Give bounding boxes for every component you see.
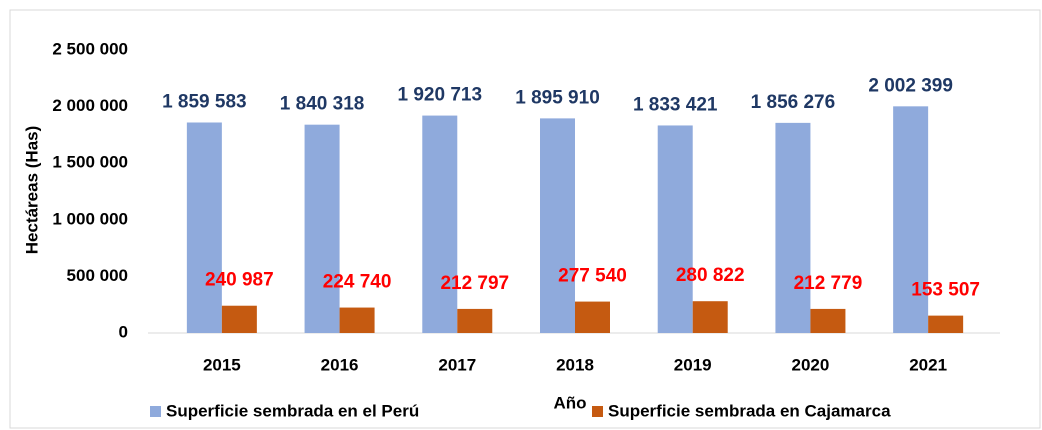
y-tick-label: 500 000 bbox=[67, 266, 128, 285]
data-label: 280 822 bbox=[676, 265, 745, 286]
data-label: 1 920 713 bbox=[398, 85, 483, 106]
x-tick-label: 2018 bbox=[556, 355, 594, 374]
x-tick-label: 2020 bbox=[792, 355, 830, 374]
bar bbox=[540, 118, 575, 333]
data-label: 212 779 bbox=[794, 273, 863, 294]
x-tick-label: 2019 bbox=[674, 355, 712, 374]
bar bbox=[575, 301, 610, 333]
data-label: 1 859 583 bbox=[162, 92, 247, 113]
x-tick-label: 2021 bbox=[909, 355, 947, 374]
legend-swatch bbox=[592, 406, 603, 417]
y-tick-label: 1 000 000 bbox=[52, 209, 128, 228]
data-label: 224 740 bbox=[323, 272, 392, 293]
bar bbox=[928, 315, 964, 333]
bar bbox=[893, 106, 929, 333]
legend-label: Superficie sembrada en el Perú bbox=[166, 401, 419, 420]
bar bbox=[304, 124, 340, 334]
data-label: 153 507 bbox=[911, 280, 980, 301]
data-label: 1 895 910 bbox=[515, 87, 600, 108]
data-label: 2 002 399 bbox=[868, 75, 953, 96]
legend-swatch bbox=[150, 406, 161, 417]
bar bbox=[186, 122, 222, 333]
data-label: 1 833 421 bbox=[633, 94, 718, 115]
bar bbox=[221, 305, 257, 333]
y-tick-label: 1 500 000 bbox=[52, 153, 128, 172]
bar bbox=[457, 308, 493, 333]
chart-frame bbox=[9, 9, 1041, 429]
y-tick-label: 2 000 000 bbox=[52, 96, 128, 115]
y-tick-label: 0 bbox=[119, 322, 128, 341]
data-label: 212 797 bbox=[440, 273, 509, 294]
x-tick-label: 2016 bbox=[321, 355, 359, 374]
x-tick-label: 2017 bbox=[438, 355, 476, 374]
y-axis-label: Hectáreas (Has) bbox=[22, 126, 41, 255]
x-tick-label: 2015 bbox=[203, 355, 241, 374]
data-label: 1 840 318 bbox=[280, 94, 365, 115]
legend-label: Superficie sembrada en Cajamarca bbox=[608, 401, 891, 420]
bar bbox=[775, 122, 811, 333]
bar bbox=[657, 125, 693, 333]
bar bbox=[810, 308, 846, 333]
bar bbox=[339, 307, 375, 333]
data-label: 240 987 bbox=[205, 270, 274, 291]
x-axis-label: Año bbox=[553, 393, 586, 412]
bar bbox=[422, 115, 458, 333]
bar bbox=[692, 301, 728, 333]
y-tick-label: 2 500 000 bbox=[52, 39, 128, 58]
data-label: 1 856 276 bbox=[751, 92, 836, 113]
data-label: 277 540 bbox=[558, 266, 627, 287]
